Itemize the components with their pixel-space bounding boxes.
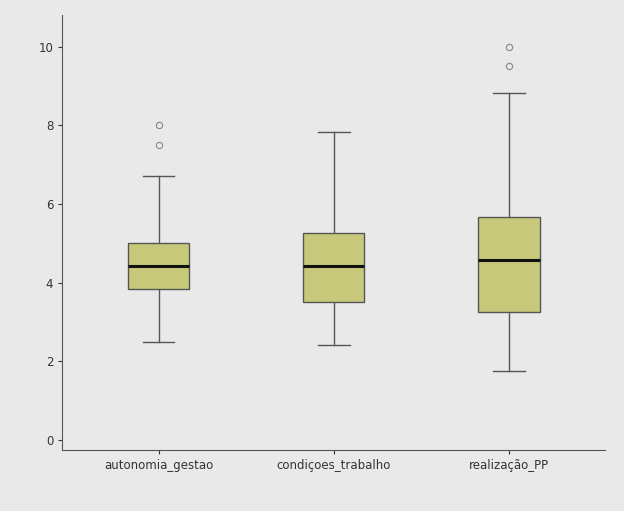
- Bar: [128, 243, 189, 289]
- Bar: [303, 234, 364, 303]
- Bar: [479, 217, 540, 312]
